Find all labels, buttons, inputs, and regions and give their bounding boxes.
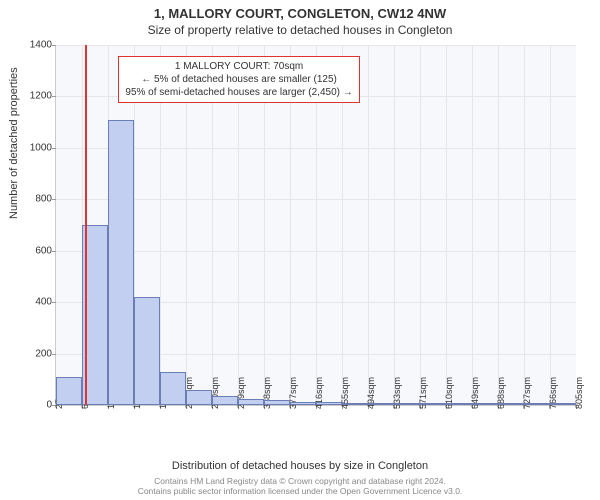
chart-title: 1, MALLORY COURT, CONGLETON, CW12 4NW [0,0,600,21]
info-box-line: ← 5% of detached houses are smaller (125… [125,73,352,86]
y-tick-label: 1000 [30,142,52,153]
histogram-bar [264,400,290,405]
y-tick-label: 1200 [30,91,52,102]
gridline-v [394,45,395,405]
histogram-bar [186,390,212,405]
histogram-bar [316,402,342,405]
gridline-v [498,45,499,405]
y-tick [52,199,56,200]
histogram-bar [238,399,264,405]
histogram-bar [212,396,238,405]
chart-container: 1, MALLORY COURT, CONGLETON, CW12 4NW Si… [0,0,600,500]
y-tick [52,251,56,252]
histogram-bar [394,403,420,405]
histogram-bar [498,403,524,405]
y-tick-label: 400 [35,297,52,308]
footer-attribution: Contains HM Land Registry data © Crown c… [0,476,600,496]
histogram-bar [446,403,472,405]
histogram-bar [342,403,368,405]
property-marker-line [85,45,87,405]
gridline-v [472,45,473,405]
histogram-bar [160,372,186,405]
info-box-line: 95% of semi-detached houses are larger (… [125,86,352,99]
gridline-v [524,45,525,405]
footer-line-1: Contains HM Land Registry data © Crown c… [0,476,600,486]
gridline-v [368,45,369,405]
histogram-bar [524,403,550,405]
y-tick [52,148,56,149]
y-tick-label: 800 [35,194,52,205]
histogram-bar [108,120,134,405]
info-box-line: 1 MALLORY COURT: 70sqm [125,60,352,73]
gridline-v [446,45,447,405]
histogram-bar [420,403,446,405]
histogram-bar [56,377,82,405]
gridline-v [420,45,421,405]
y-tick [52,96,56,97]
footer-line-2: Contains public sector information licen… [0,486,600,496]
histogram-bar [290,402,316,405]
y-tick-label: 600 [35,245,52,256]
y-tick [52,354,56,355]
y-tick [52,302,56,303]
x-axis-title: Distribution of detached houses by size … [0,460,600,472]
y-tick-label: 1400 [30,40,52,51]
info-box: 1 MALLORY COURT: 70sqm← 5% of detached h… [118,56,359,103]
plot-area: 020040060080010001200140027sqm66sqm105sq… [55,45,576,406]
histogram-bar [550,403,576,405]
chart-subtitle: Size of property relative to detached ho… [0,21,600,37]
y-axis-title: Number of detached properties [8,67,20,219]
histogram-bar [134,297,160,405]
gridline-v [550,45,551,405]
y-tick-label: 200 [35,348,52,359]
y-tick-label: 0 [46,400,52,411]
histogram-bar [472,403,498,405]
histogram-bar [368,403,394,405]
y-tick [52,45,56,46]
